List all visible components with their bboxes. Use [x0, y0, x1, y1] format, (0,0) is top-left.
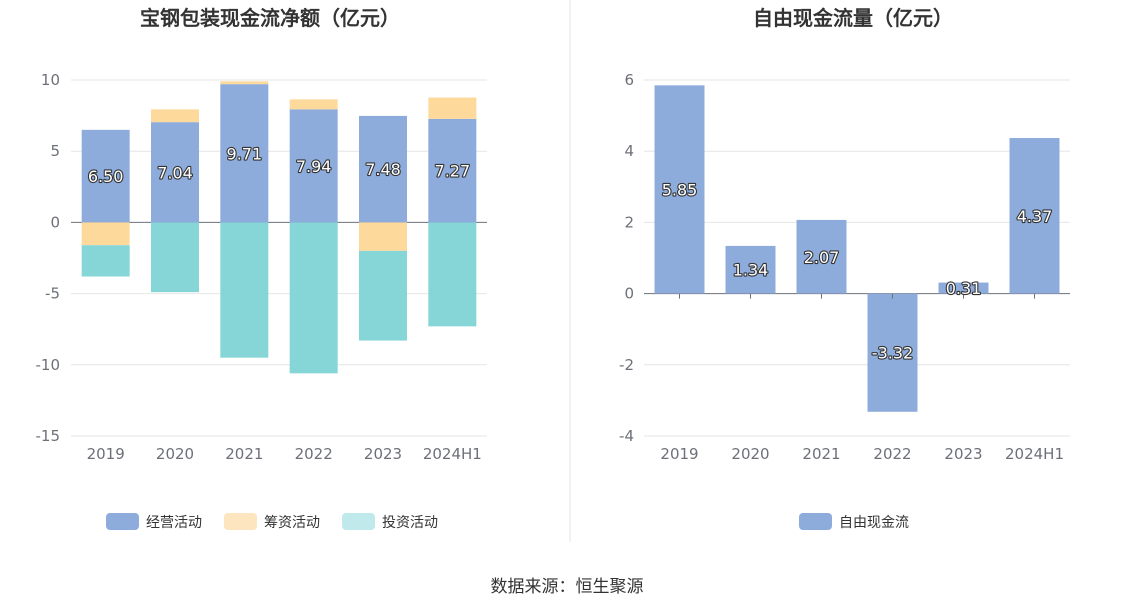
left-chart: 10 5 0 -5 -10 -15 6.50 2019 7.04 2020 9.71 2021 7.94… — [36, 71, 487, 463]
bar-financing[interactable] — [81, 222, 130, 246]
bar-value-label: 4.37 — [1017, 207, 1053, 226]
bar-fcf[interactable] — [867, 293, 918, 412]
bar-fcf[interactable] — [725, 245, 776, 294]
legend-swatch-operating — [106, 513, 139, 530]
bar-value-label: 1.34 — [733, 261, 769, 280]
legend-item-fcf[interactable]: 自由现金流 — [799, 513, 909, 531]
right-legend: 自由现金流 — [799, 513, 909, 531]
right-x-tick: 2021 — [802, 445, 840, 463]
bar-operating[interactable] — [81, 129, 130, 223]
legend-label-operating: 经营活动 — [146, 515, 202, 531]
legend-item-investing[interactable]: 投资活动 — [342, 513, 438, 531]
left-y-tick: -10 — [36, 356, 61, 374]
bar-value-label: 7.04 — [157, 163, 193, 182]
bar-value-label: 0.31 — [946, 279, 982, 298]
right-y-tick: 0 — [624, 285, 634, 303]
right-y-tick: 2 — [624, 213, 634, 231]
bar-investing[interactable] — [81, 245, 130, 277]
bar-financing[interactable] — [359, 222, 407, 251]
bar-value-label: 7.48 — [365, 160, 401, 179]
left-x-tick: 2024H1 — [423, 445, 482, 463]
legend-label-investing: 投资活动 — [382, 515, 438, 531]
bar-value-label: 2.07 — [804, 248, 840, 267]
legend-swatch-financing — [224, 513, 257, 530]
left-y-tick: 0 — [50, 213, 60, 231]
bar-financing[interactable] — [289, 99, 338, 110]
bar-investing[interactable] — [289, 222, 338, 374]
bar-fcf[interactable] — [796, 219, 847, 294]
bar-value-label: 7.27 — [435, 162, 471, 181]
left-y-tick: 10 — [41, 71, 60, 89]
left-x-tick: 2020 — [156, 445, 194, 463]
bar-value-label: 6.50 — [88, 167, 124, 186]
right-chart-title: 自由现金流量（亿元） — [753, 6, 953, 30]
bar-operating[interactable] — [220, 84, 269, 223]
right-x-tick: 2019 — [660, 445, 698, 463]
bar-investing[interactable] — [151, 222, 199, 293]
source-note: 数据来源：恒生聚源 — [491, 577, 644, 597]
right-y-tick: -2 — [619, 356, 634, 374]
right-y-tick: 4 — [624, 142, 634, 160]
legend-label-financing: 筹资活动 — [264, 514, 320, 531]
left-y-tick: 5 — [50, 142, 60, 160]
bar-operating[interactable] — [428, 118, 477, 223]
bar-fcf[interactable] — [654, 85, 705, 294]
legend-item-operating[interactable]: 经营活动 — [106, 513, 202, 531]
bar-value-label: 9.71 — [227, 144, 263, 163]
right-x-tick: 2024H1 — [1005, 445, 1064, 463]
bar-operating[interactable] — [359, 115, 407, 223]
legend-label-fcf: 自由现金流 — [839, 515, 909, 531]
bar-value-label: -3.32 — [872, 344, 913, 363]
right-y-tick: 6 — [624, 71, 634, 89]
left-x-tick: 2019 — [87, 445, 125, 463]
bar-value-label: 7.94 — [296, 157, 332, 176]
legend-swatch-investing — [342, 513, 375, 530]
right-x-tick: 2022 — [873, 445, 911, 463]
right-y-tick: -4 — [619, 427, 634, 445]
left-x-tick: 2021 — [225, 445, 263, 463]
bar-operating[interactable] — [289, 109, 338, 223]
bar-financing[interactable] — [428, 97, 477, 119]
bar-operating[interactable] — [151, 122, 199, 223]
left-x-tick: 2022 — [295, 445, 333, 463]
left-x-tick: 2023 — [364, 445, 402, 463]
bar-investing[interactable] — [359, 250, 407, 341]
right-chart: 6 4 2 0 -2 -4 5.85 2019 1.34 2020 2.07 2021 -3.32 202… — [619, 71, 1070, 463]
bar-investing[interactable] — [220, 222, 269, 358]
left-legend: 经营活动 筹资活动 投资活动 — [106, 513, 438, 531]
legend-swatch-fcf — [799, 513, 832, 530]
bar-investing[interactable] — [428, 222, 477, 327]
left-chart-title: 宝钢包装现金流净额（亿元） — [140, 6, 400, 30]
right-x-tick: 2020 — [731, 445, 769, 463]
legend-item-financing[interactable]: 筹资活动 — [224, 513, 320, 531]
bar-fcf[interactable] — [1009, 138, 1060, 294]
left-y-tick: -5 — [45, 285, 60, 303]
bar-fcf[interactable] — [938, 282, 989, 294]
bar-financing[interactable] — [220, 81, 269, 85]
bar-financing[interactable] — [151, 109, 199, 123]
bar-value-label: 5.85 — [662, 180, 698, 199]
left-y-tick: -15 — [36, 427, 61, 445]
right-x-tick: 2023 — [944, 445, 982, 463]
